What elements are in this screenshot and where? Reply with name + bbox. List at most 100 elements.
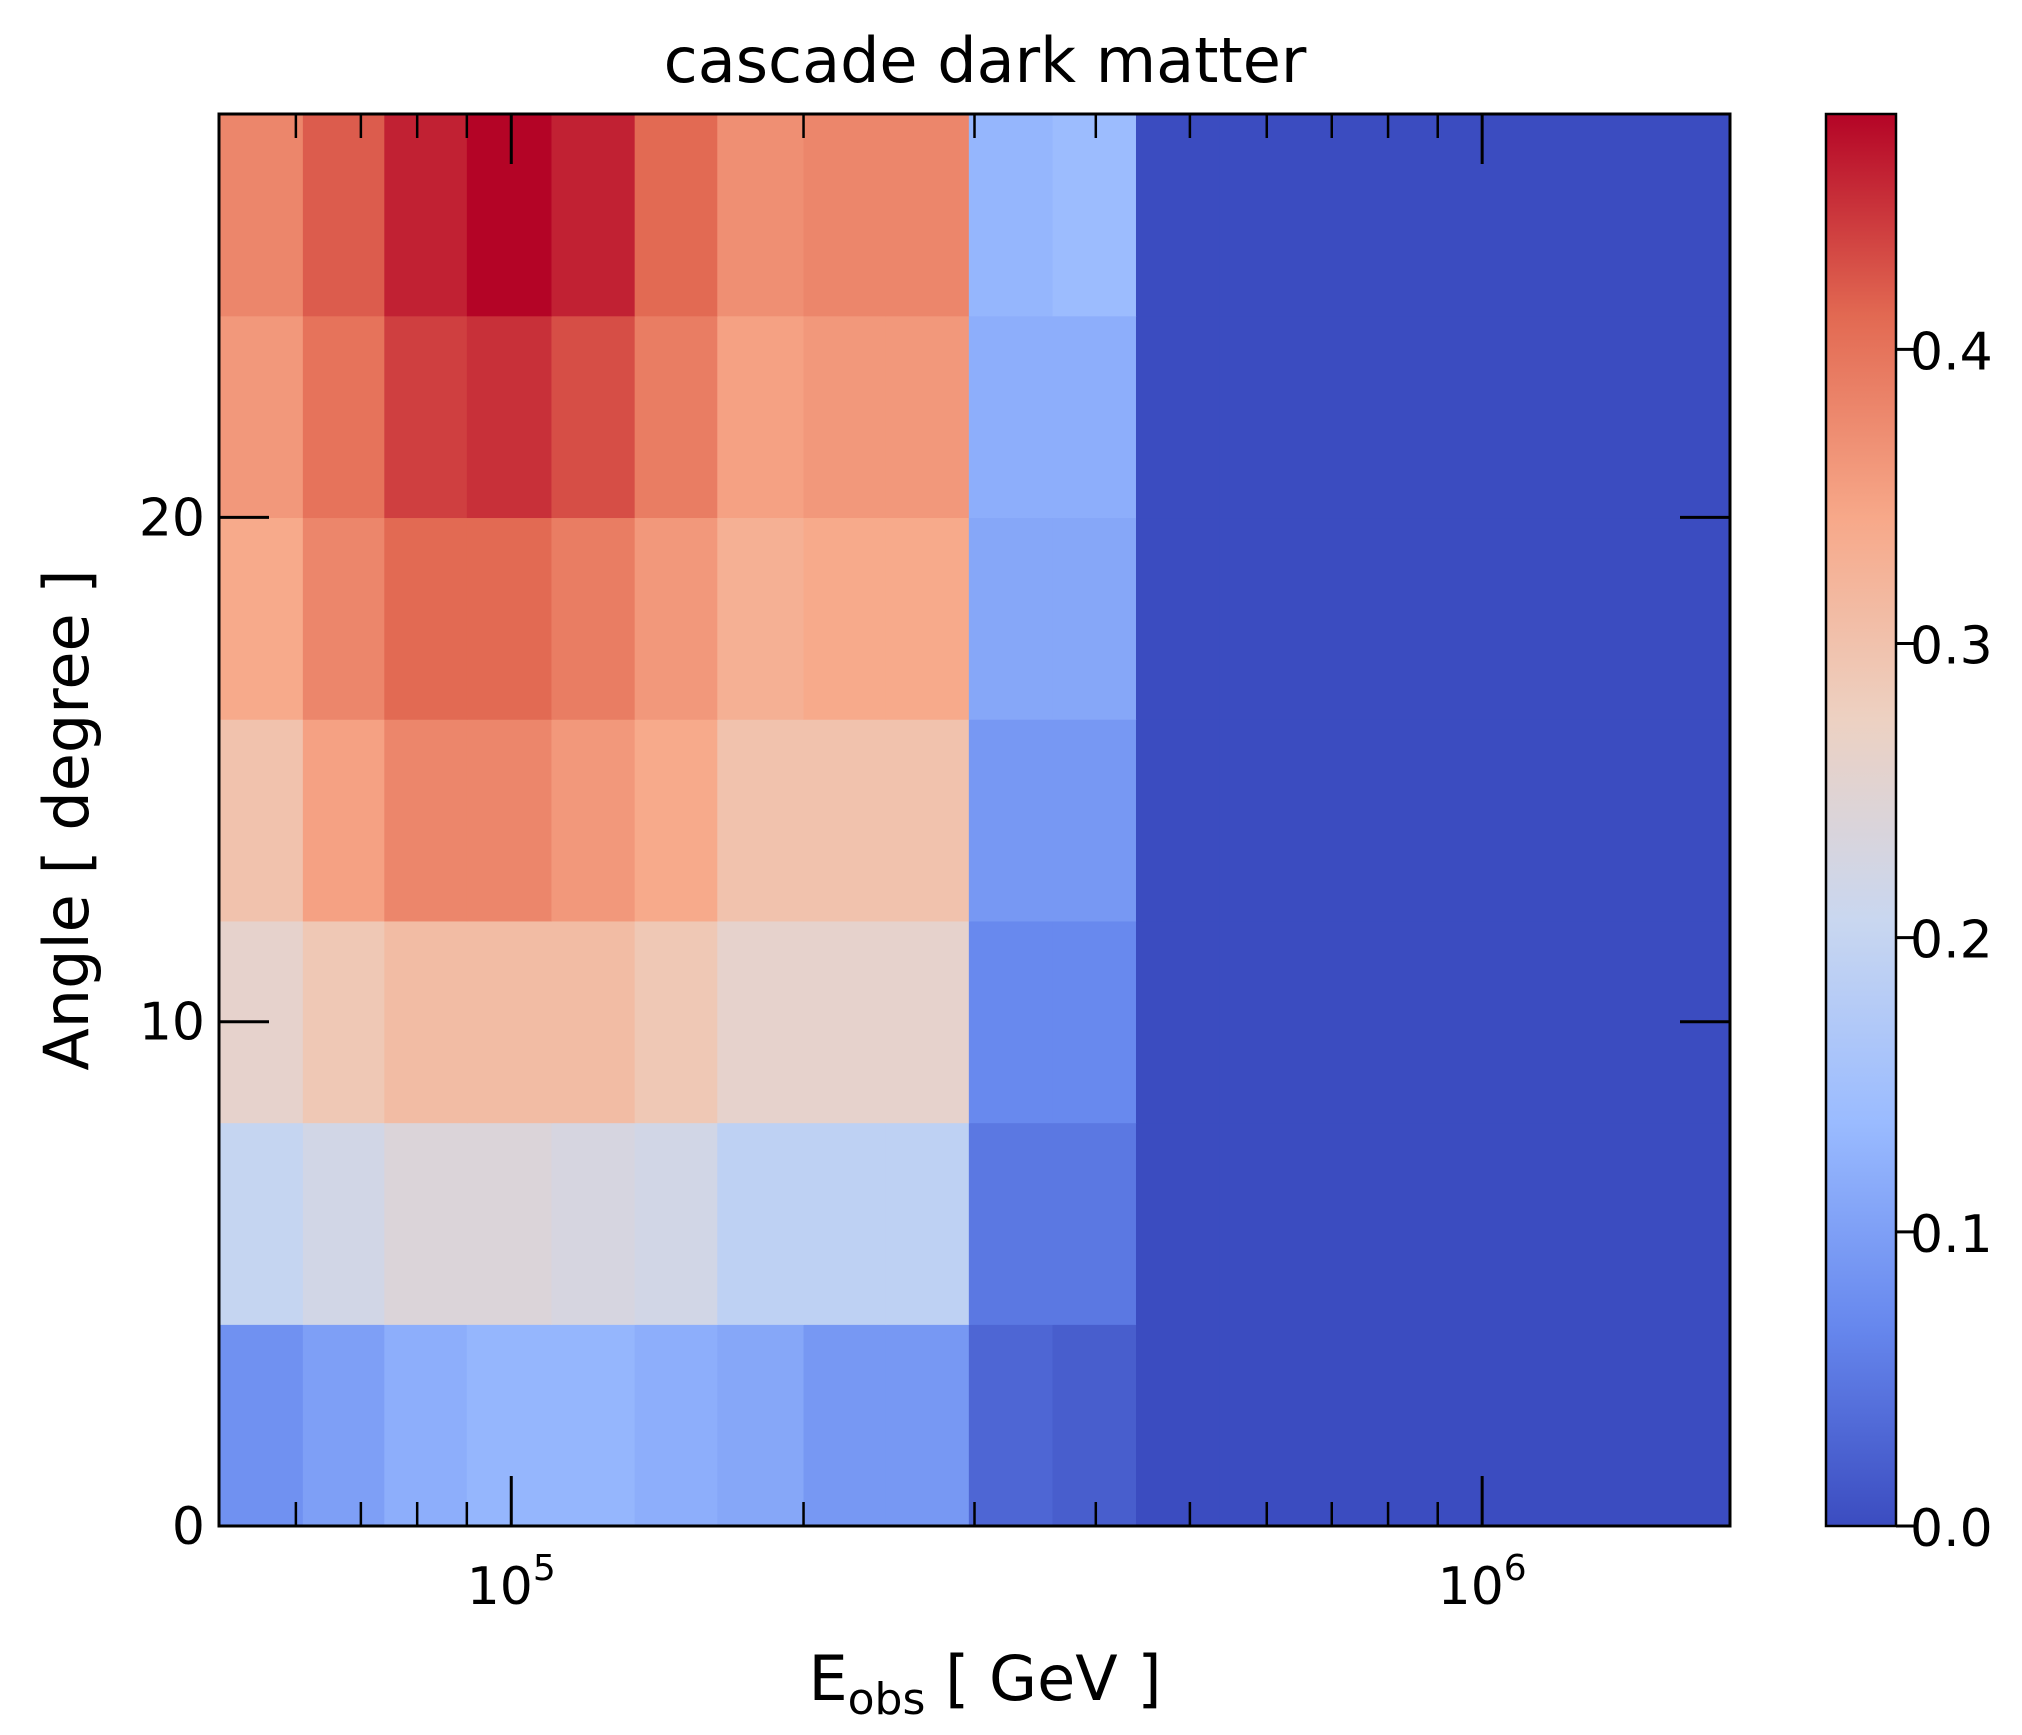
heatmap-cell: [717, 1122, 805, 1325]
heatmap-cell: [551, 315, 636, 519]
heatmap-cell: [302, 517, 385, 720]
heatmap-cell: [1135, 114, 1220, 317]
heatmap-cell: [551, 1122, 636, 1325]
heatmap-cell: [717, 920, 805, 1124]
y-tick-label: 0: [172, 1497, 205, 1557]
colorbar-tick-label: 0.0: [1910, 1499, 1993, 1559]
heatmap-cell: [634, 1122, 718, 1325]
heatmap-cell: [384, 719, 468, 922]
heatmap-cell: [466, 719, 553, 922]
colorbar-tick-label: 0.4: [1910, 322, 1993, 382]
heatmap-cell: [717, 719, 805, 922]
heatmap-cell: [302, 114, 385, 317]
heatmap-cell: [634, 920, 718, 1124]
heatmap-cell: [885, 114, 970, 317]
heatmap-cell: [634, 517, 718, 720]
heatmap-cell: [1052, 517, 1137, 720]
heatmap-cell: [1052, 719, 1137, 922]
heatmap-cell: [219, 517, 304, 720]
heatmap-cell: [302, 1122, 385, 1325]
heatmap-cell: [384, 1122, 468, 1325]
x-tick-label: 105: [467, 1548, 556, 1617]
heatmap-cell: [1219, 1122, 1731, 1325]
heatmap-cell: [885, 315, 970, 519]
heatmap-cell: [302, 920, 385, 1124]
x-tick-label: 106: [1438, 1548, 1527, 1617]
heatmap-cell: [551, 719, 636, 922]
heatmap-cell: [968, 315, 1054, 519]
heatmap-cell: [466, 114, 553, 317]
heatmap-cell: [384, 315, 468, 519]
heatmap-cell: [803, 517, 887, 720]
heatmap-cell: [1135, 1122, 1220, 1325]
heatmap-cell: [717, 1324, 805, 1527]
heatmap-cell: [466, 1324, 553, 1527]
heatmap-cell: [384, 114, 468, 317]
heatmap-cell: [1219, 920, 1731, 1124]
heatmap-cell: [384, 517, 468, 720]
heatmap-cell: [803, 920, 887, 1124]
heatmap-cell: [968, 1324, 1054, 1527]
heatmap-cell: [803, 315, 887, 519]
heatmap-cell: [1135, 1324, 1220, 1527]
heatmap-cell: [885, 1122, 970, 1325]
y-axis-label: Angle [ degree ]: [30, 569, 103, 1070]
y-tick-label: 20: [139, 488, 205, 548]
heatmap-cell: [219, 315, 304, 519]
heatmap-cell: [968, 920, 1054, 1124]
heatmap-cell: [1135, 719, 1220, 922]
heatmap-cell: [384, 920, 468, 1124]
y-axis-ticks: 0 10 20: [139, 488, 1730, 1557]
heatmap-cell: [551, 920, 636, 1124]
colorbar-tick-label: 0.2: [1910, 911, 1993, 971]
heatmap-cell: [1135, 517, 1220, 720]
x-axis-ticks: 105 106: [294, 114, 1527, 1617]
heatmap-cell: [466, 517, 553, 720]
heatmap-cell: [803, 1122, 887, 1325]
heatmap-cells: [219, 114, 1731, 1527]
y-tick-label: 10: [139, 993, 205, 1053]
heatmap-cell: [1219, 1324, 1731, 1527]
heatmap-cell: [803, 719, 887, 922]
heatmap-cell: [219, 114, 304, 317]
chart-title: cascade dark matter: [664, 24, 1307, 97]
heatmap-cell: [1052, 920, 1137, 1124]
heatmap-cell: [885, 1324, 970, 1527]
heatmap-cell: [968, 719, 1054, 922]
colorbar: [1824, 112, 1898, 1528]
heatmap-cell: [551, 1324, 636, 1527]
heatmap-cell: [466, 1122, 553, 1325]
heatmap-cell: [302, 719, 385, 922]
heatmap-cell: [634, 1324, 718, 1527]
heatmap-cell: [1052, 1324, 1137, 1527]
heatmap-cell: [302, 1324, 385, 1527]
heatmap-cell: [219, 719, 304, 922]
heatmap-cell: [1219, 114, 1731, 317]
heatmap-cell: [717, 315, 805, 519]
heatmap-cell: [803, 114, 887, 317]
heatmap-cell: [219, 1122, 304, 1325]
heatmap-cell: [803, 1324, 887, 1527]
colorbar-tick-label: 0.1: [1910, 1205, 1993, 1265]
heatmap-cell: [1135, 920, 1220, 1124]
heatmap-cell: [634, 719, 718, 922]
heatmap-cell: [717, 517, 805, 720]
heatmap-cell: [885, 517, 970, 720]
heatmap-cell: [968, 1122, 1054, 1325]
heatmap-cell: [1219, 719, 1731, 922]
heatmap-cell: [466, 315, 553, 519]
heatmap-cell: [1052, 114, 1137, 317]
heatmap-cell: [466, 920, 553, 1124]
heatmap-cell: [1135, 315, 1220, 519]
colorbar-ticks: 0.0 0.1 0.2 0.3 0.4: [1896, 322, 1993, 1559]
colorbar-tick-label: 0.3: [1910, 617, 1993, 677]
heatmap-cell: [968, 517, 1054, 720]
heatmap-cell: [717, 114, 805, 317]
x-axis-label: Eobs [ GeV ]: [808, 1642, 1161, 1725]
heatmap-cell: [1052, 1122, 1137, 1325]
heatmap-cell: [634, 315, 718, 519]
heatmap-cell: [384, 1324, 468, 1527]
heatmap-cell: [551, 517, 636, 720]
heatmap-cell: [1219, 315, 1731, 519]
